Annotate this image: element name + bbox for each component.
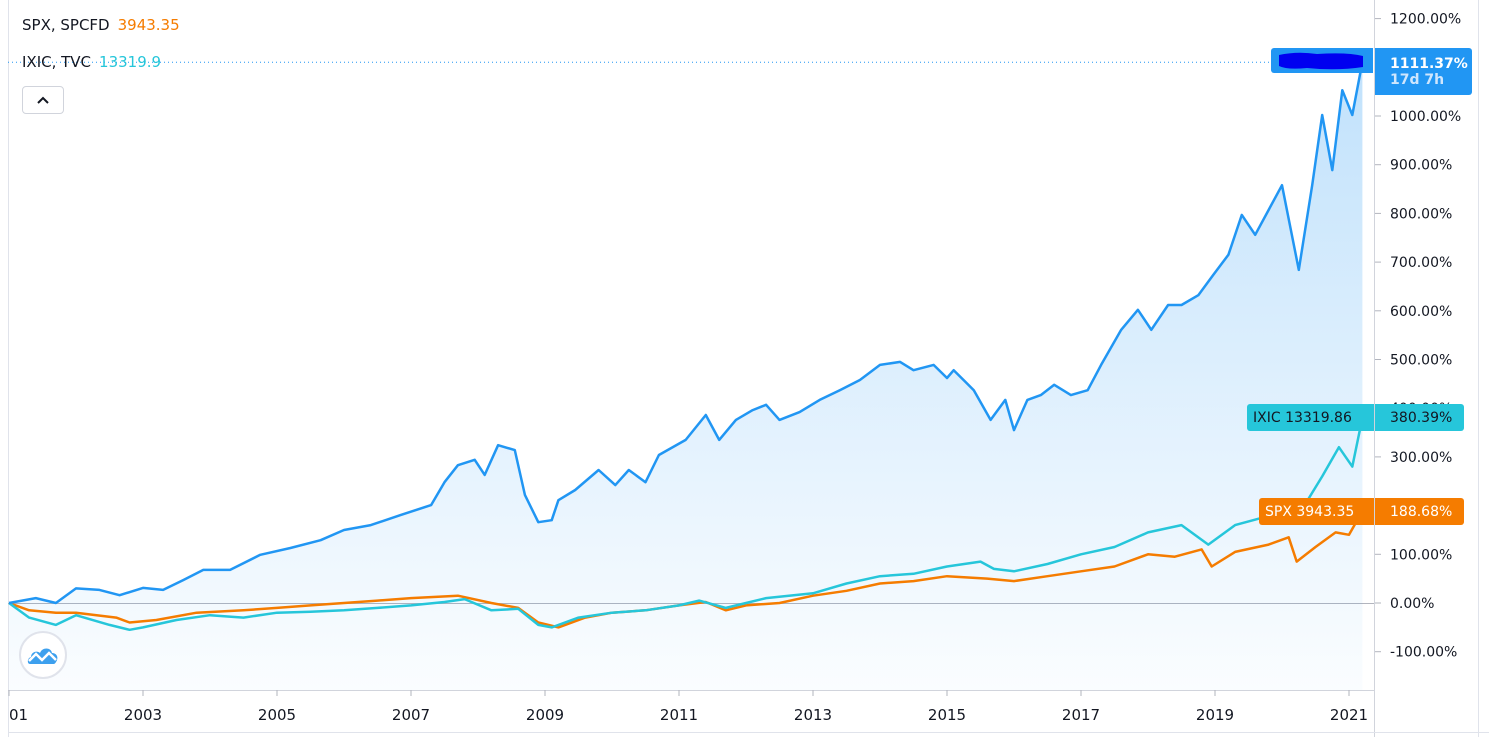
y-tick-label: 1200.00% [1390, 12, 1461, 28]
x-tick-label: 2009 [526, 706, 564, 724]
legend-ixic-value: 13319.9 [99, 53, 162, 71]
main-price-value: 1111.37% [1390, 55, 1468, 72]
x-tick-label: 2007 [392, 706, 430, 724]
ixic-series-line [8, 417, 1364, 632]
y-tick-label: -100.00% [1390, 645, 1457, 661]
spx-series-line [8, 510, 1364, 629]
ixic-price-label: 380.39% [1375, 404, 1464, 431]
y-tick-label: 900.00% [1390, 158, 1452, 174]
x-tick-label: 2019 [1196, 706, 1234, 724]
cloud-chart-logo-icon [27, 648, 58, 664]
legend-ixic[interactable]: IXIC, TVC 13319.9 [22, 53, 161, 71]
main-price-label: 1111.37% 17d 7h [1375, 48, 1472, 95]
y-tick-label: 800.00% [1390, 206, 1452, 222]
bar-countdown: 17d 7h [1390, 71, 1445, 88]
x-tick-label: 2013 [794, 706, 832, 724]
collapse-legend-button[interactable] [22, 86, 64, 114]
main-series-line [8, 61, 1364, 605]
legend-spx-value: 3943.35 [117, 16, 180, 34]
spx-symbol-label: SPX 3943.35 [1259, 498, 1374, 525]
tradingview-logo[interactable] [19, 631, 67, 679]
main-symbol-label [1271, 48, 1373, 73]
x-tick-label: 2015 [928, 706, 966, 724]
redaction-mark [1279, 52, 1363, 69]
chevron-up-icon [37, 96, 49, 104]
y-tick-label: 0.00% [1390, 596, 1434, 612]
y-tick-label: 1000.00% [1390, 109, 1461, 125]
y-tick-label: 600.00% [1390, 304, 1452, 320]
x-tick-label: 2003 [124, 706, 162, 724]
legend-ixic-name: IXIC, TVC [22, 53, 92, 71]
y-tick-label: 300.00% [1390, 450, 1452, 466]
x-tick-label: 2021 [1330, 706, 1368, 724]
x-tick-label: 2017 [1062, 706, 1100, 724]
x-tick-label: 2011 [660, 706, 698, 724]
main-series-area [9, 61, 1363, 691]
y-tick-label: 500.00% [1390, 353, 1452, 369]
x-tick-label: 2005 [258, 706, 296, 724]
y-tick-label: 100.00% [1390, 547, 1452, 563]
spx-price-label: 188.68% [1375, 498, 1464, 525]
y-tick-label: 700.00% [1390, 255, 1452, 271]
legend-spx[interactable]: SPX, SPCFD 3943.35 [22, 16, 180, 34]
ixic-symbol-label: IXIC 13319.86 [1247, 404, 1374, 431]
legend-spx-name: SPX, SPCFD [22, 16, 110, 34]
x-tick-label: 01 [9, 706, 28, 724]
